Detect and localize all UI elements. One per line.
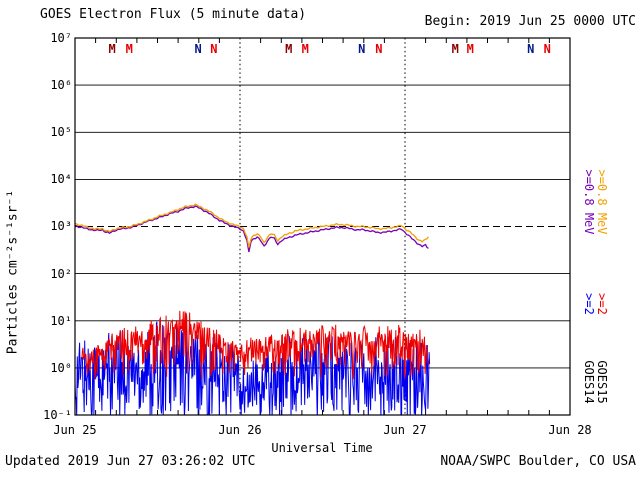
svg-text:N: N [210, 42, 217, 56]
svg-text:M: M [302, 42, 309, 56]
svg-text:N: N [527, 42, 534, 56]
y-tick-label: 10⁵ [50, 125, 72, 139]
data-source: NOAA/SWPC Boulder, CO USA [440, 454, 636, 469]
svg-text:M: M [467, 42, 474, 56]
legend-e2-goes15: >=2 [595, 293, 609, 315]
y-tick-label: 10⁷ [50, 31, 72, 45]
svg-text:N: N [358, 42, 365, 56]
legend-e2-goes14: >=2 [582, 293, 596, 315]
svg-text:M: M [285, 42, 292, 56]
legend-e08-goes15: >=0.8 MeV [595, 169, 609, 235]
y-tick-label: 10¹ [50, 314, 72, 328]
svg-text:N: N [375, 42, 382, 56]
svg-text:M: M [452, 42, 459, 56]
begin-timestamp: Begin: 2019 Jun 25 0000 UTC [424, 14, 636, 29]
x-axis-label: Universal Time [271, 441, 373, 455]
legend-goes14: GOES14 [582, 360, 596, 404]
y-axis-label: Particles cm⁻²s⁻¹sr⁻¹ [5, 189, 21, 355]
x-tick-label: Jun 28 [548, 423, 592, 437]
svg-text:N: N [194, 42, 201, 56]
y-tick-label: 10² [50, 267, 72, 281]
y-tick-label: 10⁶ [50, 78, 72, 92]
svg-text:N: N [544, 42, 551, 56]
y-tick-label: 10⁰ [50, 361, 72, 375]
svg-text:M: M [108, 42, 115, 56]
y-tick-label: 10³ [50, 219, 72, 233]
x-tick-label: Jun 26 [218, 423, 262, 437]
x-tick-label: Jun 25 [53, 423, 97, 437]
legend-e08-goes14: >=0.8 MeV [582, 169, 596, 235]
updated-timestamp: Updated 2019 Jun 27 03:26:02 UTC [5, 454, 256, 469]
y-tick-label: 10⁻¹ [43, 408, 72, 422]
legend-goes15: GOES15 [595, 360, 609, 404]
svg-text:M: M [126, 42, 133, 56]
x-tick-label: Jun 27 [383, 423, 427, 437]
page-title: GOES Electron Flux (5 minute data) [40, 7, 307, 22]
y-tick-label: 10⁴ [50, 172, 72, 186]
